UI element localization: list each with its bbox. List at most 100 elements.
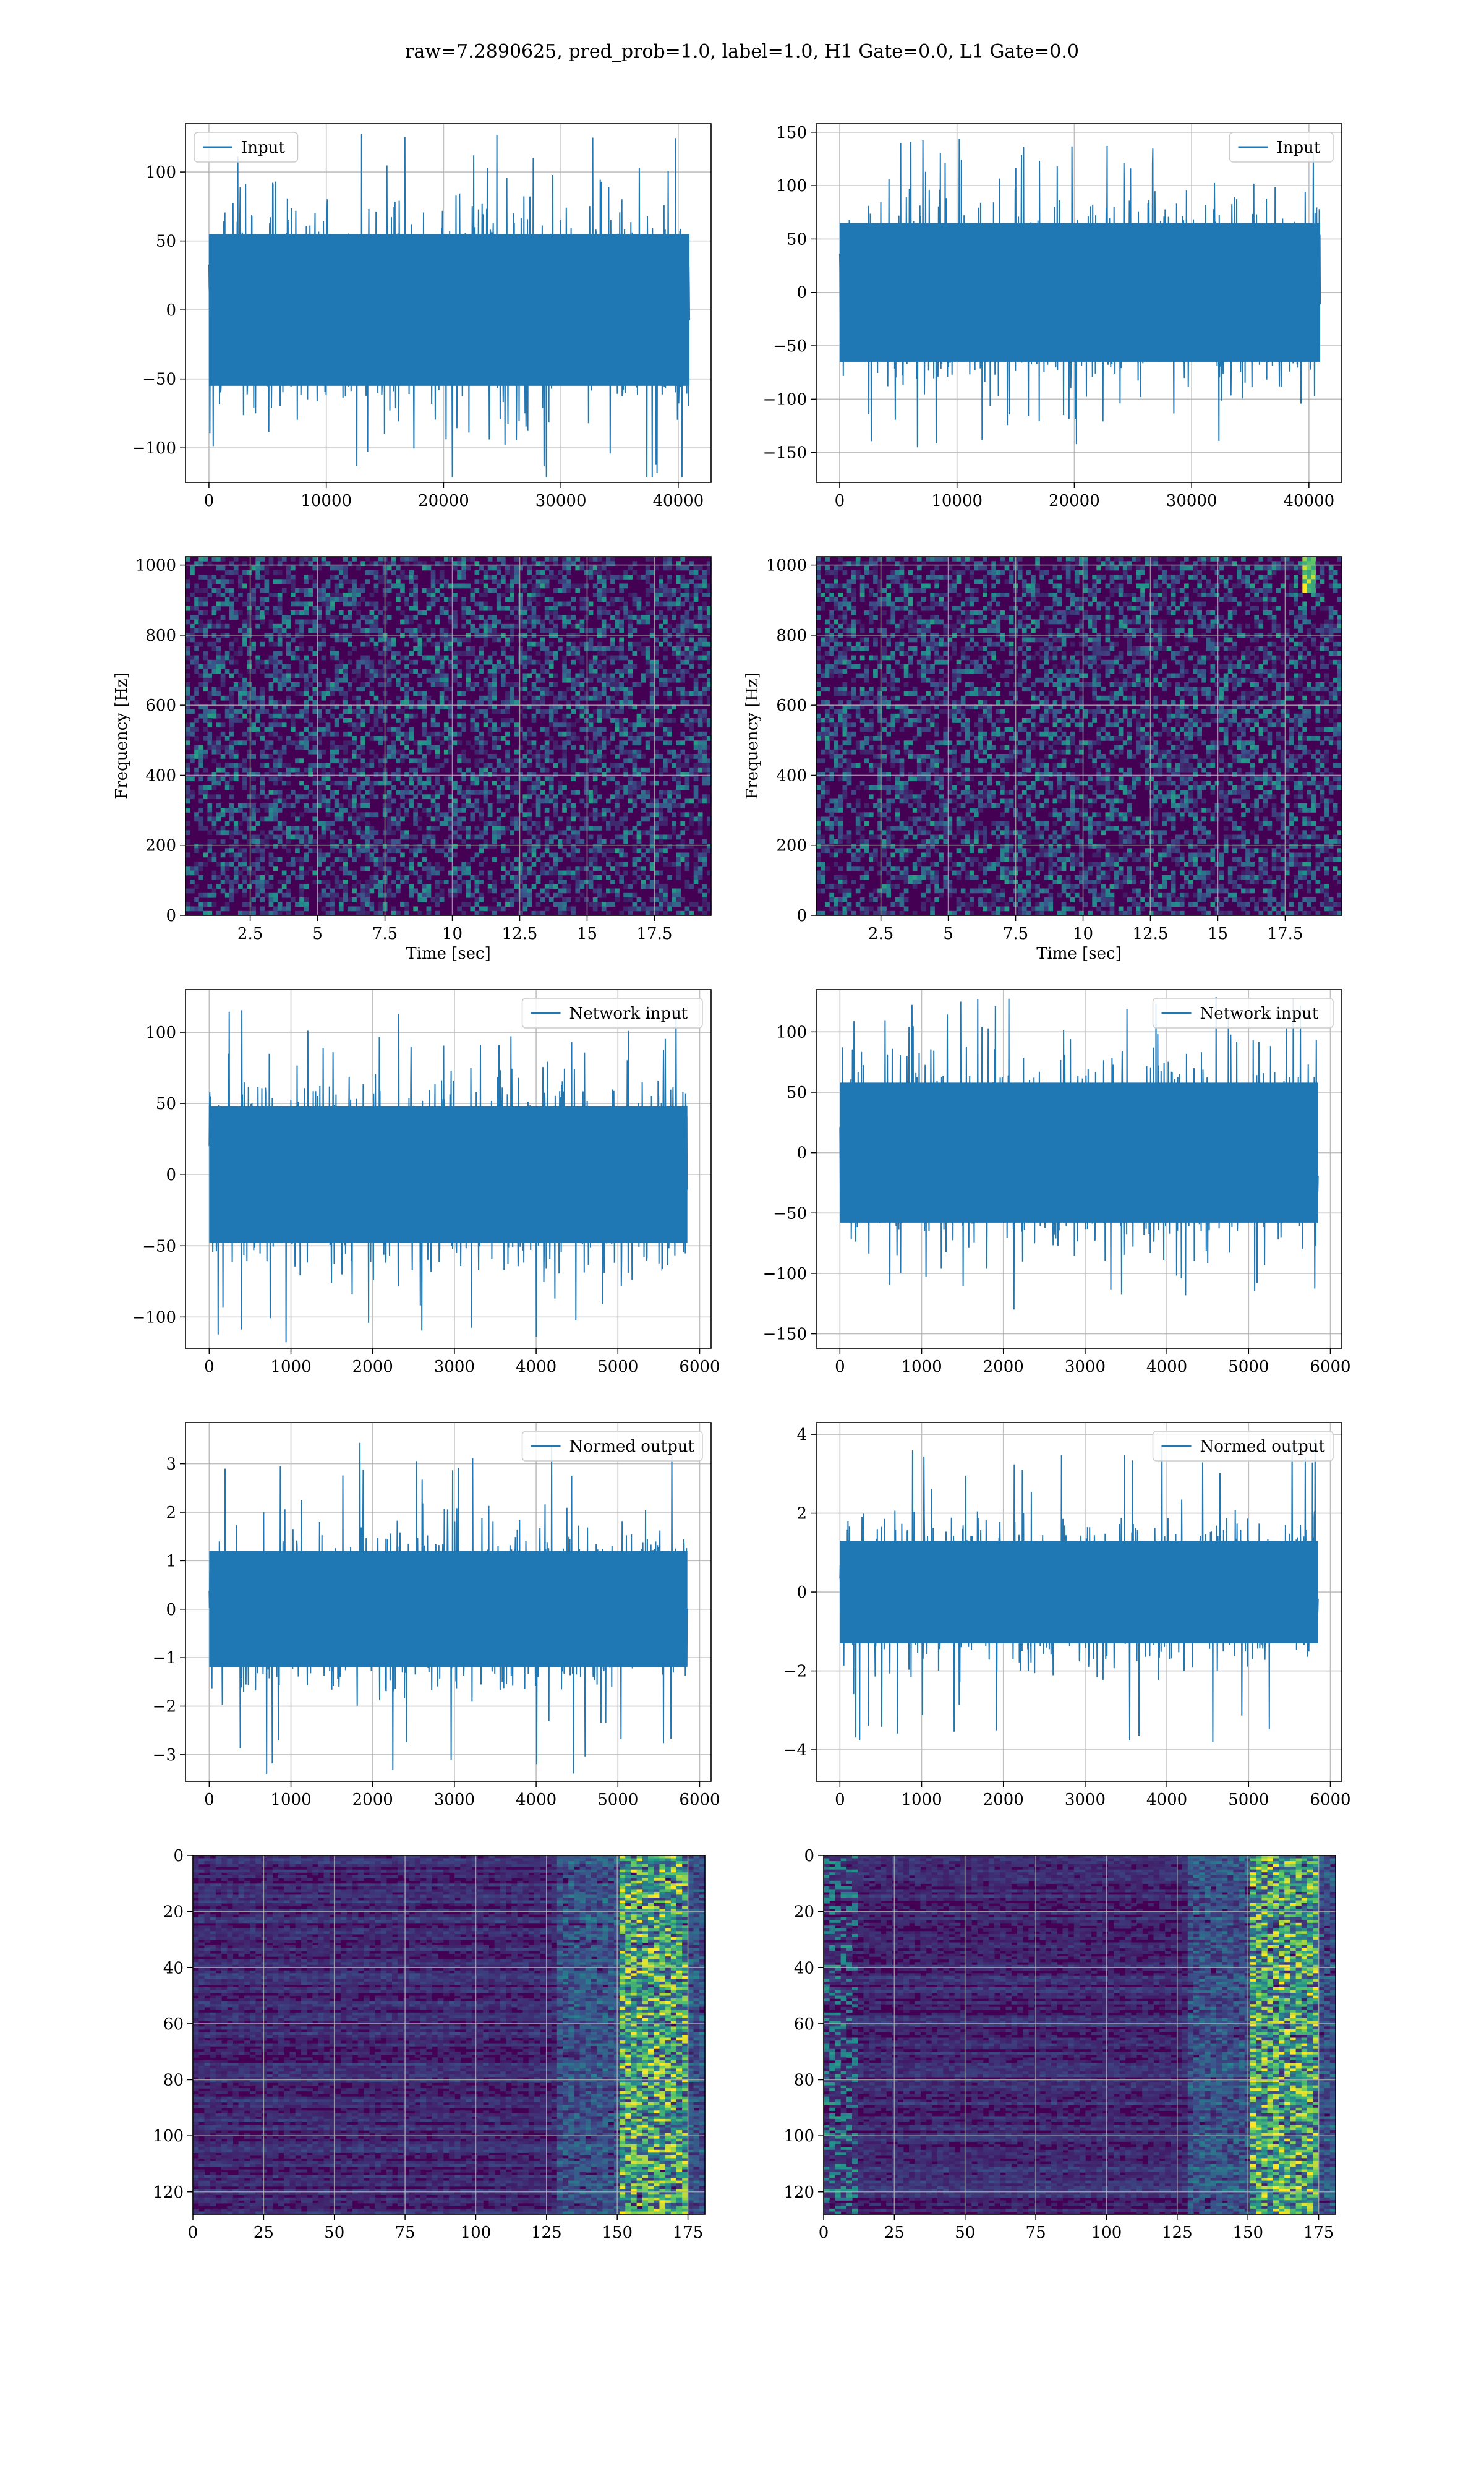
spec-h1-cell <box>488 566 493 571</box>
spec-h1-cell <box>238 700 243 705</box>
spec-h1-cell <box>413 758 418 763</box>
spec-h1-cell <box>356 727 361 732</box>
spec-h1-cell <box>545 826 550 831</box>
spec-h1-cell <box>488 606 493 611</box>
spec-h1-cell <box>330 754 335 759</box>
spec-h1-cell <box>352 709 357 714</box>
spec-h1-cell <box>484 772 488 777</box>
spec-h1-heatmap-cells <box>186 557 712 916</box>
spec-h1-cell <box>356 696 361 701</box>
spec-h1-cell <box>580 620 585 625</box>
spec-h1-cell <box>343 709 348 714</box>
spec-h1-cell <box>676 597 681 602</box>
spec-h1-cell <box>453 866 458 871</box>
spec-h1-cell <box>553 700 558 705</box>
spec-h1-cell <box>571 646 576 651</box>
spec-h1-cell <box>628 897 633 902</box>
spec-h1-cell <box>427 745 432 750</box>
spec-h1-cell <box>440 682 445 687</box>
spec-h1-cell <box>339 817 344 822</box>
spec-h1-cell <box>475 682 480 687</box>
spec-h1-cell <box>265 660 270 665</box>
spec-h1-cell <box>335 638 339 643</box>
spec-h1-cell <box>198 866 203 871</box>
spec-h1-cell <box>571 803 576 808</box>
spec-h1-cell <box>641 808 646 813</box>
spec-h1-cell <box>470 646 475 651</box>
spec-h1-cell <box>365 557 370 562</box>
spec-h1-cell <box>282 628 287 633</box>
spec-h1-cell <box>685 709 690 714</box>
spec-h1-cell <box>510 763 514 768</box>
spec-h1-cell <box>580 642 585 647</box>
spec-h1-cell <box>378 674 383 678</box>
spec-h1-cell <box>637 718 642 723</box>
spec-h1-cell <box>396 718 401 723</box>
spec-h1-cell <box>291 862 296 867</box>
spec-h1-cell <box>514 866 519 871</box>
spec-h1-cell <box>356 853 361 858</box>
spec-l1-cell <box>943 557 948 562</box>
spec-h1-cell <box>348 722 352 727</box>
spec-h1-cell <box>580 745 585 750</box>
spec-h1-cell <box>453 620 458 625</box>
spec-h1-cell <box>453 674 458 678</box>
spec-h1-xtick-label: 12.5 <box>502 925 538 943</box>
spec-h1-cell <box>646 745 650 750</box>
spec-h1-cell <box>689 722 694 727</box>
spec-h1-cell <box>522 875 527 880</box>
spec-h1-cell <box>484 722 488 727</box>
spec-h1-cell <box>308 575 313 580</box>
spec-h1-cell <box>466 758 471 763</box>
spec-h1-cell <box>400 835 405 840</box>
spec-h1-cell <box>322 880 326 884</box>
spec-h1-cell <box>510 790 514 795</box>
spec-h1-cell <box>527 897 532 902</box>
spec-h1-cell <box>623 615 628 620</box>
spec-h1-cell <box>186 763 190 768</box>
spec-h1-cell <box>575 839 580 844</box>
spec-h1-cell <box>335 745 339 750</box>
spec-h1-cell <box>522 776 527 781</box>
spec-h1-cell <box>260 660 265 665</box>
spec-h1-cell <box>413 776 418 781</box>
spec-h1-cell <box>633 790 638 795</box>
spec-h1-cell <box>286 646 291 651</box>
spec-h1-cell <box>702 902 707 907</box>
spec-h1-cell <box>203 597 208 602</box>
spec-h1-cell <box>396 727 401 732</box>
spec-h1-cell <box>584 709 589 714</box>
spec-h1-cell <box>676 646 681 651</box>
spec-h1-cell <box>304 678 309 683</box>
spec-h1-cell <box>633 602 638 607</box>
spec-h1-cell <box>659 817 663 822</box>
spec-h1-cell <box>365 718 370 723</box>
spec-h1-cell <box>273 826 278 831</box>
spec-h1-cell <box>225 862 230 867</box>
spec-h1-cell <box>597 557 602 562</box>
spec-h1-cell <box>475 808 480 813</box>
spec-h1-cell <box>540 768 545 773</box>
spec-h1-cell <box>391 776 396 781</box>
spec-h1-cell <box>571 776 576 781</box>
spec-h1-cell <box>365 857 370 862</box>
spec-h1-cell <box>650 584 655 589</box>
spec-h1-cell <box>326 722 331 727</box>
spec-h1-cell <box>322 830 326 835</box>
spec-h1-cell <box>484 794 488 799</box>
spec-h1-cell <box>680 660 685 665</box>
spec-h1-cell <box>532 803 537 808</box>
spec-h1-cell <box>475 740 480 745</box>
spec-h1-cell <box>404 866 409 871</box>
spec-h1-cell <box>575 871 580 876</box>
spec-h1-cell <box>273 812 278 817</box>
spec-h1-cell <box>633 768 638 773</box>
spec-h1-cell <box>540 691 545 696</box>
spec-h1-cell <box>522 714 527 719</box>
spec-h1-cell <box>536 785 541 790</box>
spec-h1-cell <box>186 691 190 696</box>
spec-l1-cell <box>1039 570 1044 575</box>
spec-h1-cell <box>273 610 278 615</box>
spec-h1-cell <box>291 835 296 840</box>
spec-h1-cell <box>527 602 532 607</box>
